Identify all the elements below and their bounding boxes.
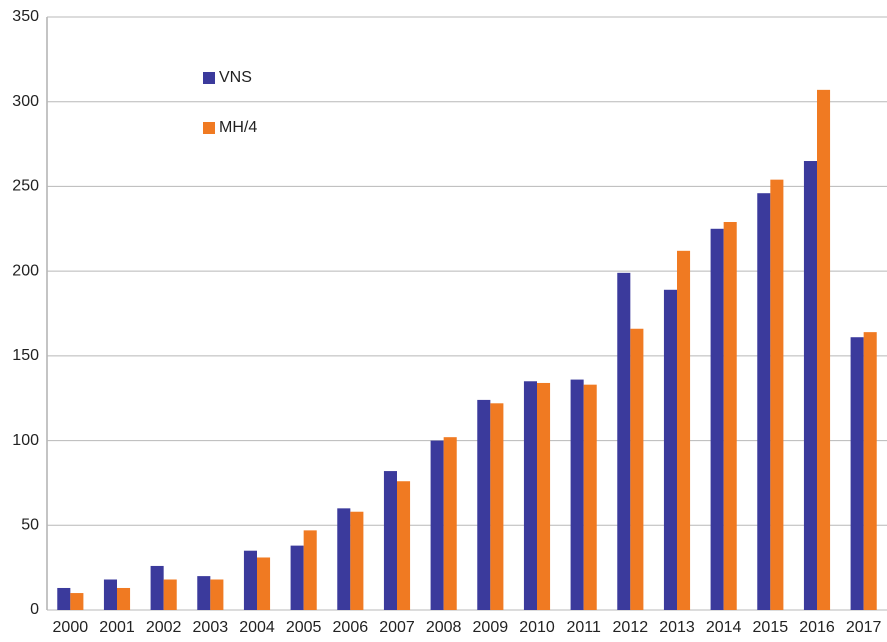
bar: [103, 579, 117, 610]
bar: [70, 593, 84, 610]
bar: [383, 471, 397, 610]
bar: [397, 481, 411, 610]
y-tick-label: 350: [12, 8, 39, 25]
bar: [490, 403, 504, 610]
bar: [677, 250, 691, 610]
legend-swatch: [203, 122, 215, 134]
x-tick-label: 2008: [426, 619, 462, 636]
bar: [583, 384, 597, 610]
bar: [803, 161, 817, 610]
bar: [523, 381, 537, 610]
legend-swatch: [203, 72, 215, 84]
bar: [117, 587, 131, 610]
bar: [477, 399, 491, 610]
bar: [757, 193, 771, 610]
bar: [863, 332, 877, 610]
bar: [617, 272, 631, 610]
bar: [710, 228, 724, 611]
bar: [290, 545, 304, 610]
bar: [150, 565, 164, 610]
x-tick-label: 2003: [193, 619, 229, 636]
x-tick-label: 2015: [753, 619, 789, 636]
bar: [570, 379, 584, 610]
x-tick-label: 2017: [846, 619, 882, 636]
bar: [537, 382, 551, 610]
x-tick-label: 2012: [613, 619, 649, 636]
x-tick-label: 2002: [146, 619, 182, 636]
y-tick-label: 250: [12, 178, 39, 195]
bar: [430, 440, 444, 610]
legend-label: VNS: [219, 69, 252, 86]
x-tick-label: 2005: [286, 619, 322, 636]
bar: [57, 587, 71, 610]
y-tick-label: 200: [12, 262, 39, 279]
x-tick-label: 2014: [706, 619, 742, 636]
x-tick-label: 2000: [53, 619, 89, 636]
x-tick-label: 2011: [566, 619, 601, 636]
bar: [257, 557, 271, 610]
bar: [630, 328, 644, 610]
y-tick-label: 300: [12, 93, 39, 110]
x-tick-label: 2010: [519, 619, 555, 636]
bar: [210, 579, 224, 610]
bar: [723, 222, 737, 610]
x-tick-label: 2006: [333, 619, 369, 636]
x-tick-label: 2016: [799, 619, 835, 636]
bar: [337, 508, 351, 610]
y-tick-label: 100: [12, 432, 39, 449]
x-tick-label: 2007: [379, 619, 415, 636]
x-tick-label: 2013: [659, 619, 695, 636]
x-tick-label: 2001: [99, 619, 135, 636]
bar: [303, 530, 317, 610]
y-tick-label: 50: [21, 517, 39, 534]
legend-label: MH/4: [219, 119, 257, 136]
bar: [197, 576, 211, 610]
bar: [817, 89, 831, 610]
y-tick-label: 150: [12, 347, 39, 364]
bar: [350, 511, 364, 610]
x-tick-label: 2009: [473, 619, 509, 636]
bar: [243, 550, 257, 610]
x-tick-label: 2004: [239, 619, 275, 636]
y-tick-label: 0: [30, 601, 39, 618]
bar: [663, 289, 677, 610]
bar: [163, 579, 177, 610]
bar: [850, 337, 864, 610]
bar: [443, 437, 457, 610]
bar: [770, 179, 784, 610]
